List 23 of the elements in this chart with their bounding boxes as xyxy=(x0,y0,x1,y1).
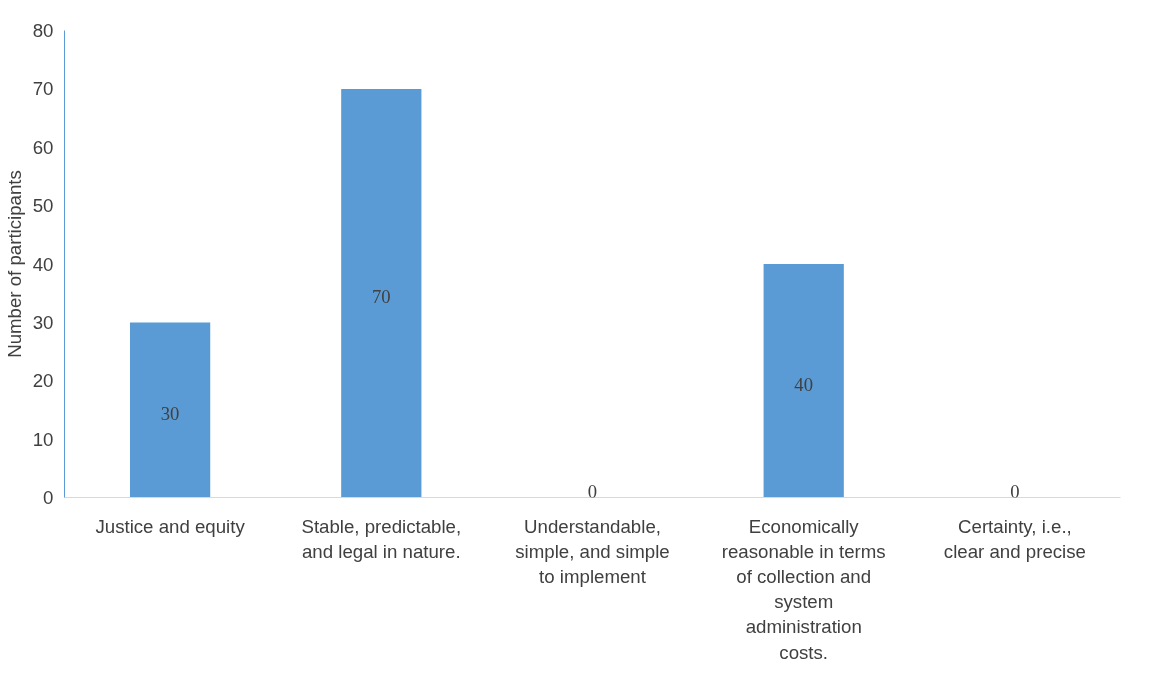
y-tick-label: 0 xyxy=(43,487,54,508)
x-tick-label: Stable, predictable, and legal in nature. xyxy=(301,515,462,562)
y-tick-label: 10 xyxy=(32,428,54,450)
bar xyxy=(129,322,211,498)
data-label: 0 xyxy=(587,480,598,502)
bar xyxy=(341,88,422,498)
y-tick-label: 60 xyxy=(32,136,54,158)
x-tick-label: Economically reasonable in terms of collection and system administration costs. xyxy=(721,515,886,663)
y-tick-label: 40 xyxy=(32,253,54,275)
y-tick-label: 80 xyxy=(32,20,54,41)
data-label: 40 xyxy=(794,373,814,395)
data-label: 70 xyxy=(371,286,391,308)
y-tick-label: 50 xyxy=(32,195,54,217)
data-label: 0 xyxy=(1010,480,1020,502)
y-tick-label: 20 xyxy=(32,370,54,392)
y-axis-title: Number of participants xyxy=(3,170,25,358)
data-label: 30 xyxy=(160,402,180,424)
bar xyxy=(763,264,844,498)
x-tick-label: Justice and equity xyxy=(95,515,246,537)
x-tick-label: Certainty, i.e., clear and precise xyxy=(943,515,1086,562)
x-tick-label: Understandable, simple, and simple to implement xyxy=(515,515,670,587)
y-tick-label: 70 xyxy=(32,78,54,100)
y-tick-label: 30 xyxy=(32,311,54,333)
